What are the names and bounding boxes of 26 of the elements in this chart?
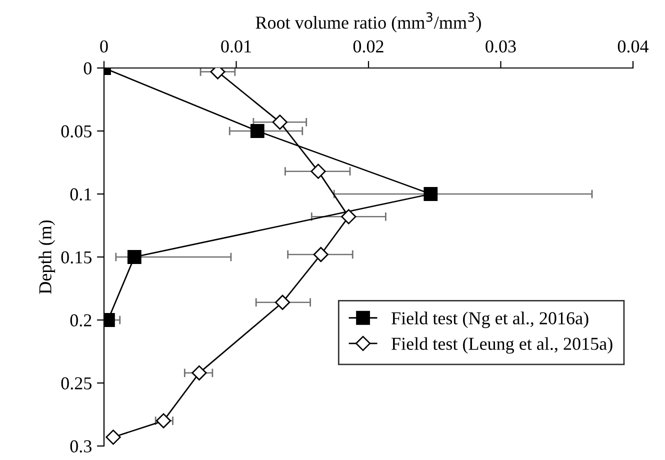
- point: [313, 246, 328, 262]
- y-tick-label: 0: [84, 62, 92, 74]
- point: [341, 209, 356, 224]
- x-tick-label: 0.02: [353, 40, 384, 53]
- y-tick-label: 0.25: [61, 377, 92, 390]
- y-tick-label: 0.15: [61, 251, 92, 264]
- point: [127, 250, 142, 264]
- x-tick-label: 0: [100, 40, 108, 53]
- y-tick-label: 0.3: [70, 440, 92, 453]
- point: [310, 164, 326, 179]
- legend-label: Field test (Leung et al., 2015a): [392, 337, 612, 354]
- point: [274, 294, 290, 310]
- x-tick-label: 0.03: [486, 40, 516, 53]
- point: [272, 114, 288, 130]
- x-axis-title: Root volume ratio (mm$^{3}$/mm$^{3}$): [256, 12, 481, 32]
- point: [106, 430, 121, 445]
- point: [192, 365, 207, 380]
- y-tick-label: 0.2: [70, 314, 92, 327]
- point: [250, 124, 264, 138]
- point: [424, 187, 438, 201]
- x-tick-label: 0.04: [618, 40, 649, 53]
- y-axis-title: Depth (m): [38, 220, 56, 294]
- legend-label: Field test (Ng et al., 2016a): [392, 312, 588, 328]
- y-tick-label: 0.1: [70, 188, 92, 201]
- x-tick-label: 0.01: [221, 40, 251, 53]
- y-tick-label: 0.05: [61, 125, 92, 138]
